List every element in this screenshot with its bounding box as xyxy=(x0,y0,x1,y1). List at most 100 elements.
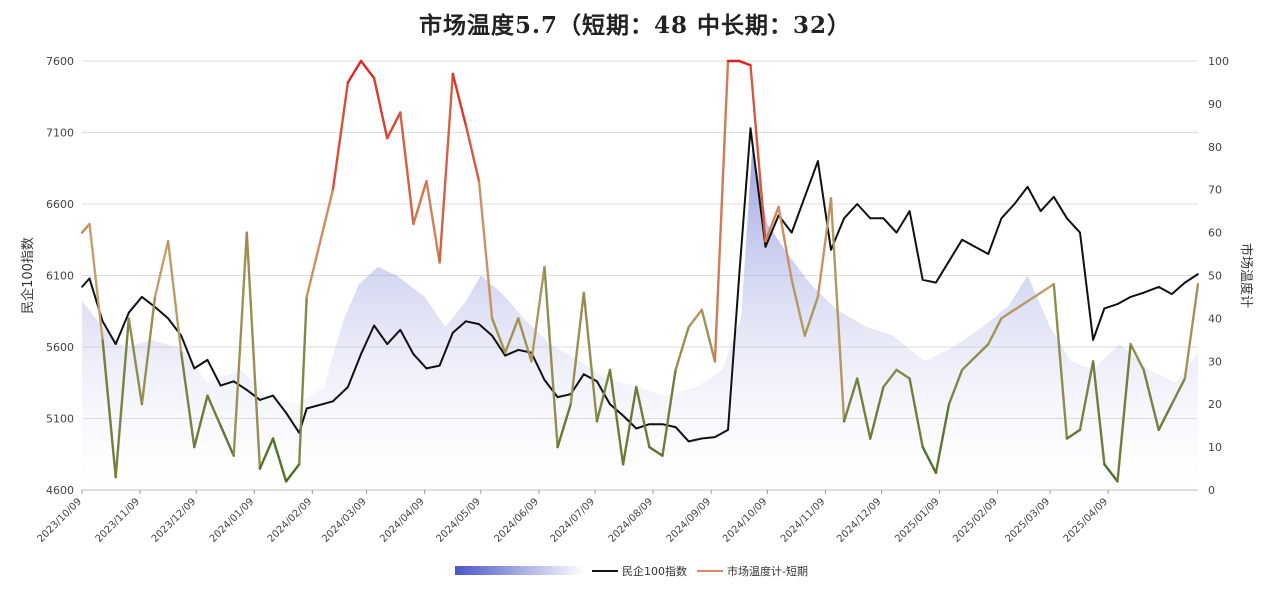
data-point-index xyxy=(88,277,91,280)
data-point-index xyxy=(1000,217,1003,220)
data-point-index xyxy=(830,249,832,251)
y2-tick-label: 40 xyxy=(1208,312,1222,325)
data-point-short xyxy=(425,180,428,182)
series-segment-short xyxy=(1013,300,1029,311)
series-segment-short xyxy=(331,81,350,191)
x-tick-label: 2024/07/09 xyxy=(549,496,598,545)
data-point-short xyxy=(635,386,638,388)
series-segment-short xyxy=(219,424,235,457)
x-tick-label: 2023/11/09 xyxy=(94,496,143,545)
data-point-short xyxy=(1013,309,1016,311)
data-point-index xyxy=(285,412,287,414)
series-segment-short xyxy=(934,403,951,474)
x-tick-label: 2024/09/09 xyxy=(665,496,714,545)
series-segment-short xyxy=(425,179,441,264)
data-point-short xyxy=(1026,300,1029,303)
series-segment-short xyxy=(1091,360,1106,466)
data-point-index xyxy=(895,231,898,234)
data-point-short xyxy=(81,231,83,234)
data-point-short xyxy=(583,291,585,294)
data-point-index xyxy=(687,440,690,443)
y2-tick-label: 80 xyxy=(1208,141,1222,154)
series-segment-short xyxy=(258,437,275,470)
data-point-index xyxy=(1129,296,1132,298)
data-point-short xyxy=(478,180,480,182)
data-point-index xyxy=(504,354,507,357)
data-point-short xyxy=(609,369,611,371)
data-point-short xyxy=(1171,403,1173,406)
series-segment-short xyxy=(530,265,546,363)
data-point-index xyxy=(648,423,651,426)
x-tick-label: 2024/12/09 xyxy=(835,496,884,545)
data-point-index xyxy=(167,317,169,320)
data-point-short xyxy=(386,137,389,139)
data-point-short xyxy=(1129,343,1132,345)
series-segment-short xyxy=(386,111,402,140)
data-point-index xyxy=(272,394,274,397)
data-point-short xyxy=(1142,369,1145,371)
data-point-short xyxy=(88,223,91,225)
series-segment-short xyxy=(895,368,911,380)
series-segment-short xyxy=(635,385,651,449)
data-point-index xyxy=(491,334,493,337)
series-segment-short xyxy=(595,368,612,423)
series-segment-short xyxy=(1052,282,1069,440)
series-segment-short xyxy=(700,308,717,363)
series-segment-short xyxy=(569,291,585,406)
data-point-short xyxy=(738,60,740,62)
data-point-short xyxy=(412,223,415,225)
data-point-index xyxy=(764,246,767,248)
data-point-index xyxy=(360,353,362,355)
y2-tick-label: 100 xyxy=(1208,55,1229,68)
data-point-short xyxy=(843,420,845,423)
y2-tick-label: 50 xyxy=(1208,270,1222,283)
chart-title: 市场温度5.7（短期：48 中长期：32） xyxy=(418,12,852,39)
series-segment-short xyxy=(193,394,209,449)
x-tick-label: 2024/05/09 xyxy=(434,496,483,545)
data-point-short xyxy=(114,476,117,478)
series-segment-short xyxy=(399,111,415,226)
data-point-short xyxy=(1184,377,1186,380)
series-segment-short xyxy=(947,368,964,406)
x-tick-label: 2025/03/09 xyxy=(1004,496,1053,545)
data-point-short xyxy=(961,369,963,371)
series-segment-short xyxy=(856,377,872,440)
y2-tick-label: 20 xyxy=(1208,398,1222,411)
data-point-short xyxy=(596,420,598,423)
data-point-short xyxy=(869,437,872,440)
y-tick-label: 5600 xyxy=(46,341,74,354)
data-point-short xyxy=(272,437,274,440)
series-segment-short xyxy=(206,394,222,427)
series-segment-short xyxy=(127,317,144,406)
series-segment-short xyxy=(166,239,183,354)
data-point-short xyxy=(399,111,402,114)
data-point-index xyxy=(1092,339,1094,341)
data-point-short xyxy=(1116,480,1119,483)
y2-axis-label: 市场温度计 xyxy=(1238,243,1254,308)
data-point-short xyxy=(517,317,520,320)
series-segment-short xyxy=(1183,282,1200,380)
y-tick-label: 7600 xyxy=(46,55,74,68)
data-point-short xyxy=(465,124,467,127)
y2-tick-label: 70 xyxy=(1208,184,1222,197)
data-point-short xyxy=(491,317,493,320)
series-segment-short xyxy=(921,445,938,474)
data-point-index xyxy=(1039,210,1042,212)
data-point-short xyxy=(830,197,832,200)
data-point-short xyxy=(749,64,752,67)
data-point-short xyxy=(622,463,624,466)
y-tick-label: 6600 xyxy=(46,198,74,211)
x-tick-label: 2024/08/09 xyxy=(607,496,656,545)
data-point-short xyxy=(504,351,507,354)
x-tick-label: 2024/06/09 xyxy=(492,496,541,545)
series-segment-short xyxy=(490,317,507,354)
series-segment-short xyxy=(517,317,533,363)
data-point-index xyxy=(961,238,963,241)
data-point-short xyxy=(856,377,858,380)
data-point-index xyxy=(219,384,222,387)
x-tick-label: 2025/02/09 xyxy=(951,496,1000,545)
series-segment-short xyxy=(816,197,833,299)
series-segment-short xyxy=(179,351,196,449)
data-point-index xyxy=(635,427,638,430)
data-point-short xyxy=(180,351,182,354)
